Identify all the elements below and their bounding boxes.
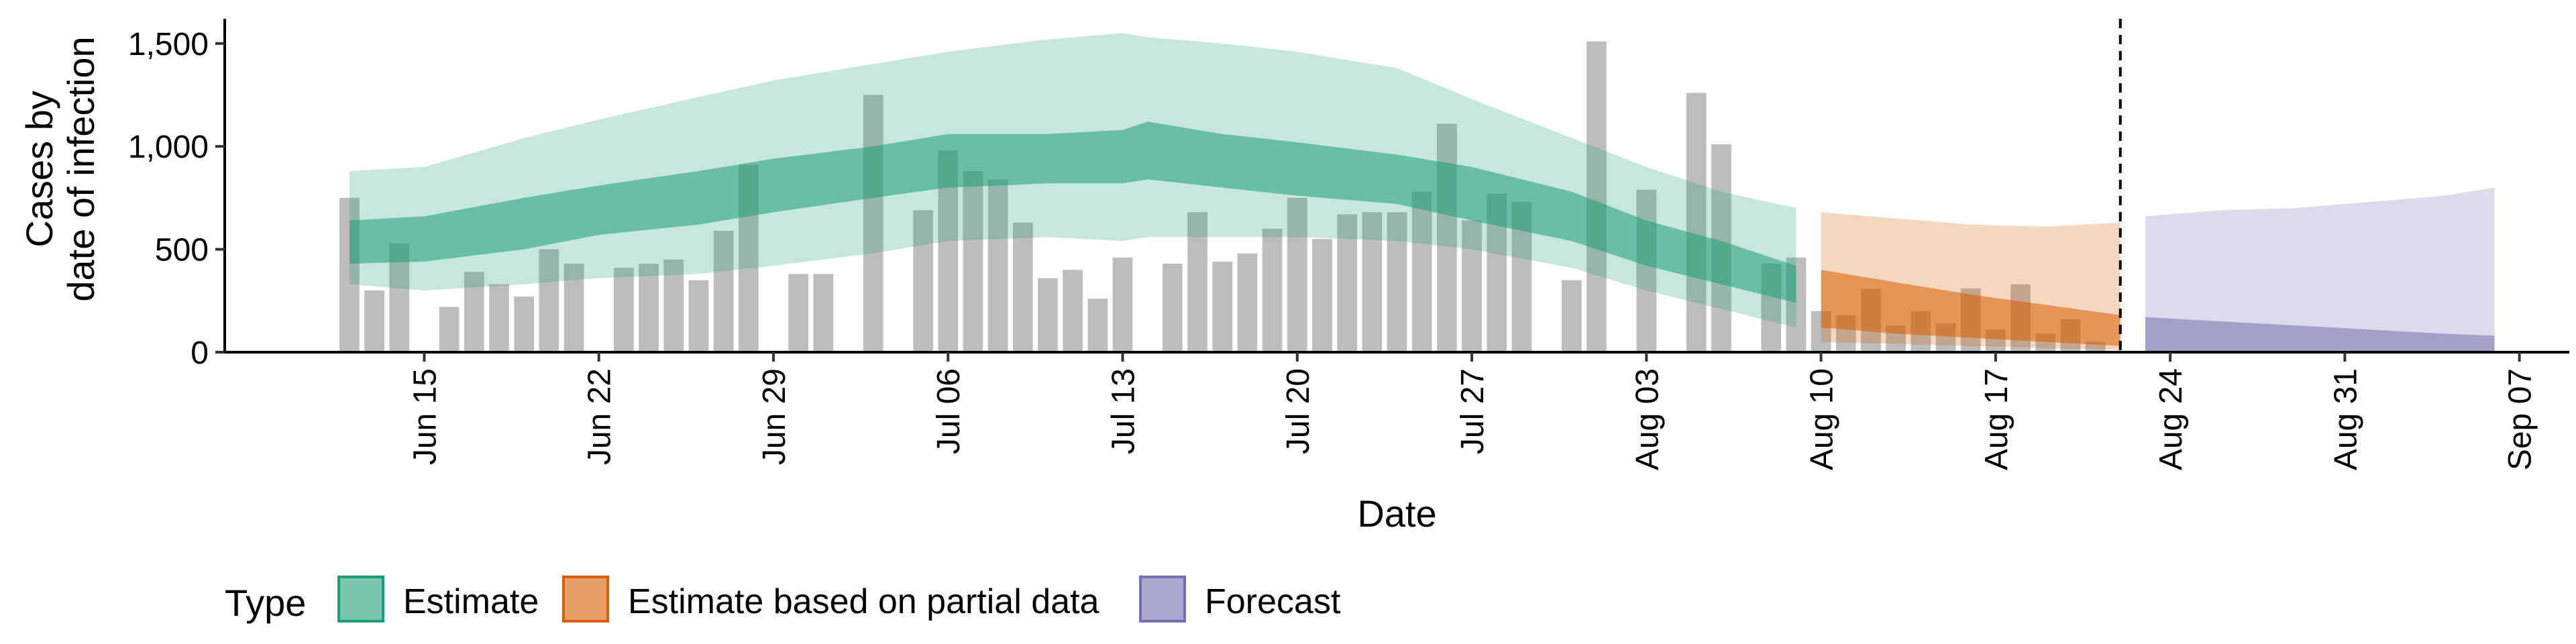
x-tick-label: Jun 29	[757, 368, 792, 465]
band-inner	[2145, 317, 2495, 352]
case-bar	[1287, 197, 1307, 352]
band-outer	[2145, 187, 2495, 352]
case-bar	[963, 171, 983, 352]
case-bar	[614, 268, 634, 352]
legend-label: Forecast	[1205, 582, 1341, 621]
y-axis: 0 500 1,000 1,500	[128, 19, 226, 371]
case-bar	[489, 284, 509, 352]
case-bar	[1337, 214, 1358, 352]
x-tick-label: Jul 06	[931, 368, 967, 454]
x-tick-label: Aug 03	[1629, 368, 1665, 470]
case-bar	[663, 259, 684, 352]
case-bar	[1686, 93, 1707, 352]
x-tick-label: Jun 22	[582, 368, 618, 465]
x-tick-label: Aug 24	[2153, 368, 2189, 470]
x-tick-label: Aug 31	[2328, 368, 2363, 470]
case-bar	[1212, 262, 1233, 352]
y-tick-label: 500	[155, 233, 209, 268]
case-bar	[1063, 270, 1083, 352]
case-bar	[1561, 280, 1582, 352]
x-axis: Jun 15 Jun 22 Jun 29 Jul 06 Jul 13 Jul 20 Jul …	[225, 351, 2569, 470]
case-bar	[1237, 253, 1258, 352]
case-bar	[1262, 228, 1283, 352]
case-bar	[1362, 212, 1383, 352]
x-tick-label: Aug 10	[1805, 368, 1840, 470]
case-bar	[713, 230, 734, 352]
y-tick-label: 1,500	[128, 27, 209, 62]
band-inner	[1821, 270, 2121, 346]
case-bar	[514, 297, 535, 352]
case-bar	[1087, 299, 1108, 352]
x-tick-label: Sep 07	[2503, 368, 2538, 470]
legend: Type Estimate Estimate based on partial d…	[225, 576, 1341, 624]
band-inner	[349, 121, 1796, 303]
y-tick-label: 1,000	[128, 129, 209, 165]
case-bar	[639, 264, 659, 352]
case-bar	[1163, 264, 1183, 352]
estimate-bands	[349, 33, 2495, 352]
legend-label: Estimate based on partial data	[628, 582, 1099, 621]
legend-label: Estimate	[403, 582, 539, 621]
legend-title: Type	[225, 582, 306, 624]
case-bar	[539, 249, 559, 352]
x-tick-label: Jul 27	[1455, 368, 1491, 454]
case-bar	[1312, 239, 1332, 352]
case-bar	[1636, 189, 1657, 352]
case-bar	[688, 280, 709, 352]
x-tick-label: Jun 15	[407, 368, 443, 465]
case-bar	[564, 264, 584, 352]
case-bar	[1387, 212, 1407, 352]
case-bar	[1187, 212, 1208, 352]
case-bar	[464, 272, 484, 352]
y-axis-title-line2: date of infection	[60, 36, 102, 301]
legend-key	[337, 576, 384, 623]
x-axis-title: Date	[1357, 492, 1436, 535]
legend-key	[562, 576, 609, 623]
case-bar	[364, 290, 384, 352]
case-bar	[1012, 222, 1033, 352]
legend-key	[1139, 576, 1186, 623]
y-axis-title-line1: Cases by	[18, 91, 60, 247]
case-bar	[439, 307, 460, 352]
case-bar	[1411, 191, 1432, 352]
x-tick-label: Aug 17	[1979, 368, 2015, 470]
case-bar	[863, 95, 883, 353]
x-tick-label: Jul 20	[1281, 368, 1316, 454]
case-bar	[1112, 257, 1133, 352]
case-bar	[913, 210, 933, 352]
case-bar	[987, 179, 1008, 352]
x-tick-label: Jul 13	[1106, 368, 1142, 454]
case-bar	[1038, 278, 1058, 352]
case-bar	[788, 274, 809, 352]
case-bar	[1587, 41, 1607, 352]
case-bar	[813, 274, 834, 352]
case-bar	[1462, 220, 1482, 352]
y-tick-label: 0	[191, 335, 209, 371]
